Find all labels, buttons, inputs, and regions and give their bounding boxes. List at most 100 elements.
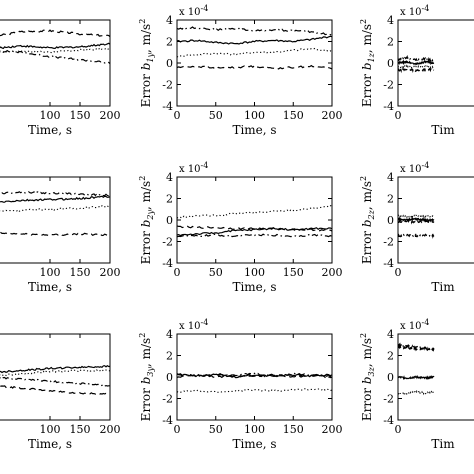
chart-2-y-tick-label: 0 — [166, 57, 173, 70]
chart-8-y-multiplier: x 10-4 — [179, 318, 208, 332]
chart-4-x-tick-label: 100 — [40, 266, 61, 279]
chart-8-plot-frame — [176, 333, 333, 421]
chart-1-x-tick-label: 100 — [40, 109, 61, 122]
chart-4-series-4-dashed — [0, 231, 110, 237]
chart-6-y-tick-label: -2 — [383, 236, 394, 249]
chart-5-series-4-dashdot — [177, 233, 332, 238]
chart-2-plot-frame — [176, 19, 333, 107]
chart-3-series-2-solid — [398, 59, 435, 66]
chart-8-y-tick-label: 2 — [166, 350, 173, 363]
chart-6-y-tick-label: 0 — [387, 214, 394, 227]
chart-7-series-1-solid — [0, 364, 110, 374]
chart-9-series-1-dashdot — [398, 342, 435, 351]
chart-8-y-tick-label: 0 — [166, 371, 173, 384]
chart-4-x-tick-label: 150 — [70, 266, 91, 279]
chart-8-x-tick-label: 150 — [283, 423, 304, 436]
chart-3-y-tick-label: 0 — [387, 57, 394, 70]
chart-7-x-tick-label: 150 — [70, 423, 91, 436]
chart-5-x-tick-label: 50 — [209, 266, 223, 279]
chart-2-x-tick-label: 150 — [283, 109, 304, 122]
chart-6-y-multiplier: x 10-4 — [400, 161, 429, 175]
chart-9-y-tick-label: 2 — [387, 350, 394, 363]
chart-9-y-tick-label: -4 — [383, 414, 394, 427]
chart-8: 0 50 100 150 200 -4 -2 0 2 4 Time, s x 10-4 Error b3… — [138, 318, 343, 451]
chart-8-series-2-dashed — [177, 373, 332, 379]
chart-8-x-tick-label: 50 — [209, 423, 223, 436]
chart-2-y-tick-label: 2 — [166, 36, 173, 49]
chart-8-y-axis-label: Error b3y, m/s2 — [138, 333, 155, 422]
chart-7-series-3-dashdot — [0, 376, 110, 387]
chart-4-series-2-solid — [0, 195, 110, 203]
chart-9-x-tick-label: 0 — [395, 423, 402, 436]
chart-7-plot-frame — [0, 333, 111, 421]
chart-1-series-3-dotted — [0, 47, 110, 54]
chart-2-x-axis-label: Time, s — [232, 123, 276, 137]
chart-8-y-tick-label: -4 — [162, 414, 173, 427]
chart-1-series-1-dashed — [0, 29, 110, 38]
chart-5-y-tick-label: 2 — [166, 193, 173, 206]
chart-9-y-tick-label: 4 — [387, 328, 394, 341]
chart-3-x-axis-label: Tim — [431, 123, 455, 137]
chart-5-y-tick-label: 4 — [166, 171, 173, 184]
chart-9-y-tick-label: 0 — [387, 371, 394, 384]
chart-2-series-3-dotted — [177, 47, 332, 58]
chart-2-y-tick-label: -4 — [162, 100, 173, 113]
chart-3-y-tick-label: 4 — [387, 14, 394, 27]
chart-2-x-tick-label: 200 — [322, 109, 343, 122]
chart-6-series-4-dashdot — [398, 233, 435, 239]
chart-5-y-tick-label: -2 — [162, 236, 173, 249]
chart-7-series-4-dashed — [0, 385, 110, 396]
chart-2-x-tick-label: 0 — [174, 109, 181, 122]
chart-5-y-tick-label: 0 — [166, 214, 173, 227]
chart-5-series-1-dotted — [177, 204, 332, 219]
chart-4-x-tick-label: 200 — [100, 266, 121, 279]
chart-4-x-axis-label: Time, s — [28, 280, 72, 294]
chart-9-series-3-solid — [398, 374, 435, 381]
chart-4-series-1-dashdot — [0, 190, 110, 197]
chart-2-series-1-dashdot — [177, 26, 332, 37]
chart-2: 0 50 100 150 200 -4 -2 0 2 4 Time, s x 10-4 Error b1… — [138, 4, 343, 137]
chart-3-y-tick-label: -2 — [383, 79, 394, 92]
chart-6-y-tick-label: 4 — [387, 171, 394, 184]
chart-1: 100 150 200 Time, s — [0, 19, 121, 137]
chart-2-series-4-dashed — [177, 64, 332, 70]
chart-6-series-2-solid — [398, 216, 435, 223]
chart-6-y-tick-label: 2 — [387, 193, 394, 206]
chart-9-series-2-dashed — [398, 344, 435, 352]
chart-5-x-tick-label: 100 — [244, 266, 265, 279]
chart-3-y-multiplier: x 10-4 — [400, 4, 429, 18]
chart-2-y-tick-label: 4 — [166, 14, 173, 27]
chart-2-x-tick-label: 100 — [244, 109, 265, 122]
chart-5-x-tick-label: 0 — [174, 266, 181, 279]
chart-8-x-tick-label: 100 — [244, 423, 265, 436]
chart-1-series-2-solid — [0, 42, 110, 50]
chart-8-series-3-dashdot — [177, 372, 332, 378]
chart-4: 100 150 200 Time, s — [0, 176, 121, 294]
chart-7: 100 150 200 Time, s — [0, 333, 121, 451]
chart-4-plot-frame — [0, 176, 111, 264]
chart-7-x-axis-label: Time, s — [28, 437, 72, 451]
chart-3-series-1-dashdot — [398, 54, 435, 63]
chart-8-x-tick-label: 0 — [174, 423, 181, 436]
chart-6-series-3-dashed — [398, 219, 435, 225]
chart-3-series-4-dashed — [398, 67, 435, 74]
chart-3-y-axis-label: Error b1z, m/s2 — [359, 19, 376, 107]
chart-8-y-tick-label: -2 — [162, 393, 173, 406]
chart-3-y-tick-label: -4 — [383, 100, 394, 113]
chart-1-x-tick-label: 150 — [70, 109, 91, 122]
chart-2-y-multiplier: x 10-4 — [179, 4, 208, 18]
chart-5-y-multiplier: x 10-4 — [179, 161, 208, 175]
chart-7-x-tick-label: 200 — [100, 423, 121, 436]
chart-4-series-3-dotted — [0, 205, 110, 212]
chart-5-series-3-dashed — [177, 225, 332, 232]
chart-5-y-axis-label: Error b2y, m/s2 — [138, 176, 155, 265]
chart-7-series-2-dotted — [0, 369, 110, 377]
chart-2-series-2-solid — [177, 35, 332, 45]
chart-5-x-tick-label: 150 — [283, 266, 304, 279]
chart-7-x-tick-label: 100 — [40, 423, 61, 436]
chart-9-y-tick-label: -2 — [383, 393, 394, 406]
